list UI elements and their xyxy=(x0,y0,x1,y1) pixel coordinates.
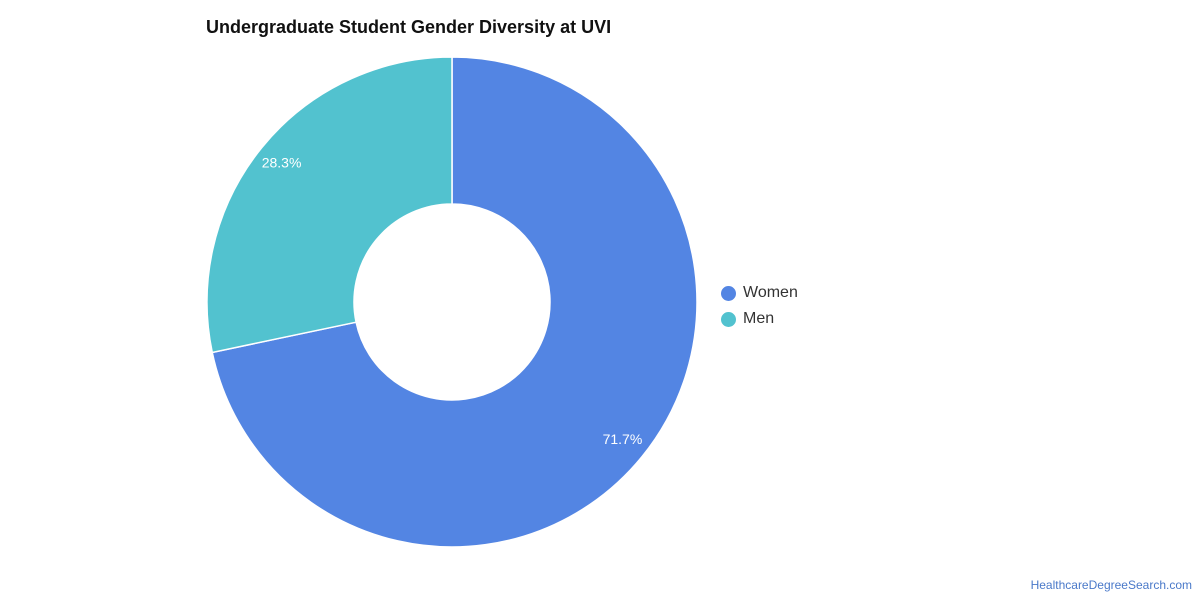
slice-label-men: 28.3% xyxy=(262,154,302,170)
legend-item-women[interactable]: Women xyxy=(721,280,798,306)
chart-legend: Women Men xyxy=(721,280,798,332)
legend-item-men[interactable]: Men xyxy=(721,306,798,332)
slice-women[interactable] xyxy=(211,56,698,548)
legend-swatch-women xyxy=(721,285,736,301)
slice-label-women: 71.7% xyxy=(603,431,643,447)
chart-title: Undergraduate Student Gender Diversity a… xyxy=(206,17,612,37)
slice-men[interactable] xyxy=(206,56,453,354)
source-credit[interactable]: HealthcareDegreeSearch.com xyxy=(1030,578,1192,592)
legend-label-men: Men xyxy=(743,310,775,327)
legend-swatch-men xyxy=(721,311,736,327)
legend-label-women: Women xyxy=(743,284,798,301)
